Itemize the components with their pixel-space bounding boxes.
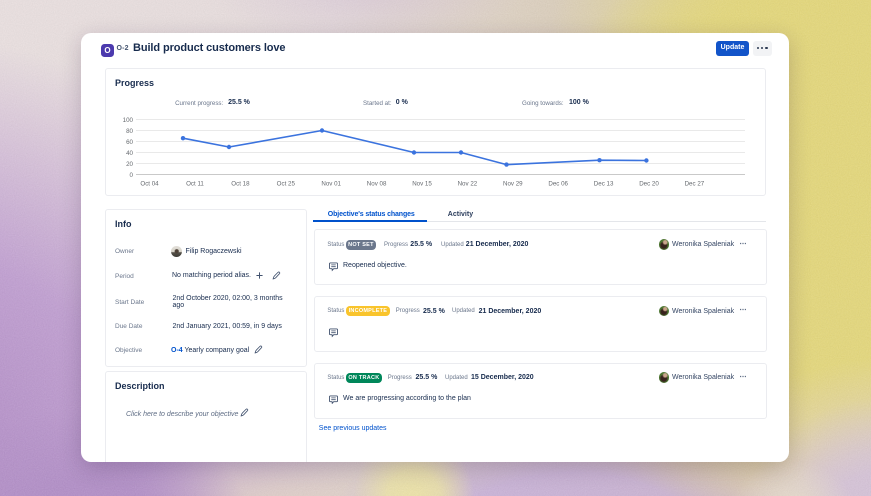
svg-text:Nov 22: Nov 22 bbox=[458, 181, 478, 188]
svg-text:60: 60 bbox=[126, 139, 133, 146]
svg-text:Nov 29: Nov 29 bbox=[503, 181, 523, 188]
svg-text:Nov 15: Nov 15 bbox=[412, 181, 432, 188]
svg-text:20: 20 bbox=[126, 161, 133, 168]
svg-text:0: 0 bbox=[130, 172, 134, 179]
svg-text:40: 40 bbox=[126, 150, 133, 157]
svg-text:Nov 01: Nov 01 bbox=[321, 181, 341, 188]
svg-text:80: 80 bbox=[126, 128, 133, 135]
svg-text:100: 100 bbox=[123, 117, 134, 124]
svg-text:Dec 06: Dec 06 bbox=[548, 181, 568, 188]
svg-text:Dec 27: Dec 27 bbox=[685, 181, 705, 188]
svg-text:Oct 25: Oct 25 bbox=[277, 181, 296, 188]
svg-text:Dec 20: Dec 20 bbox=[639, 181, 659, 188]
svg-text:Oct 04: Oct 04 bbox=[140, 181, 159, 188]
svg-text:Dec 13: Dec 13 bbox=[594, 181, 614, 188]
svg-text:Oct 11: Oct 11 bbox=[186, 181, 204, 188]
svg-text:Nov 08: Nov 08 bbox=[367, 181, 387, 188]
svg-text:Oct 18: Oct 18 bbox=[231, 181, 250, 188]
